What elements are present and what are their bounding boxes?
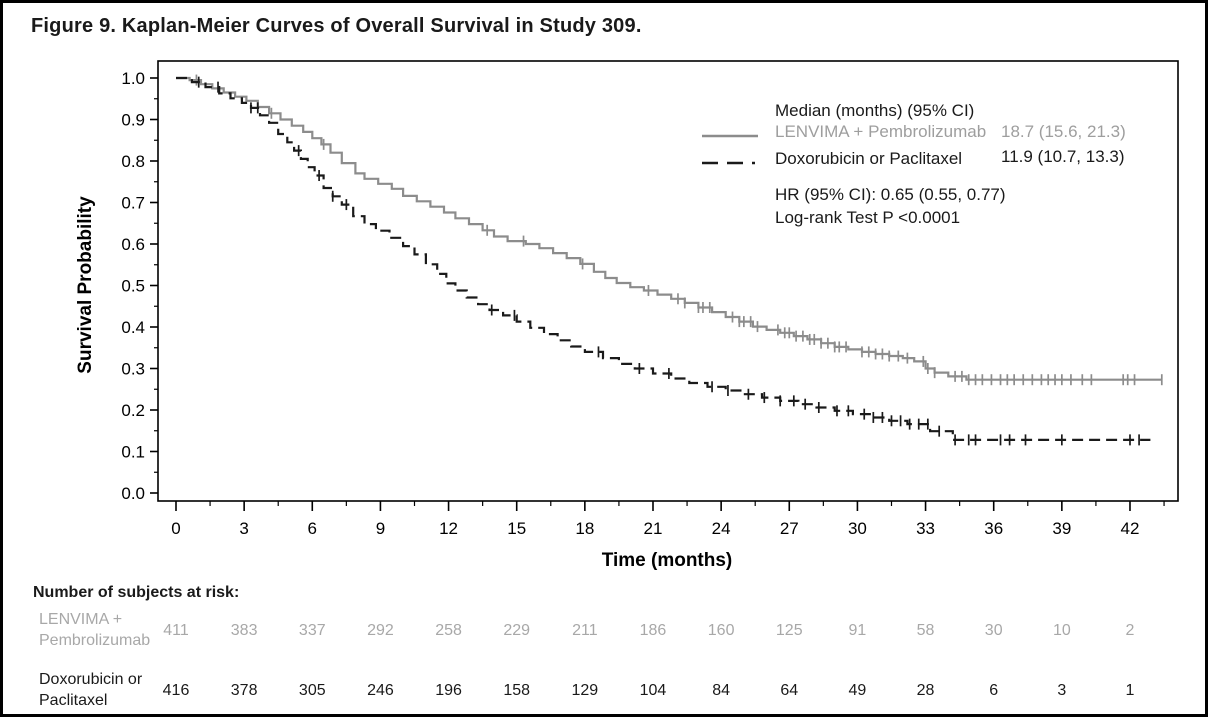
x-tick-label: 39	[1052, 519, 1071, 538]
x-tick-label: 30	[848, 519, 867, 538]
risk-value-lenvima: 125	[775, 622, 803, 639]
risk-value-lenvima: 186	[639, 622, 667, 639]
x-tick-label: 24	[712, 519, 731, 538]
risk-value-lenvima: 229	[503, 622, 531, 639]
x-tick-label: 15	[507, 519, 526, 538]
risk-value-lenvima: 258	[435, 622, 462, 639]
risk-value-comparator: 378	[230, 682, 258, 699]
risk-value-comparator: 196	[435, 682, 462, 699]
y-tick-label: 0.5	[121, 277, 145, 296]
risk-row-label-line: LENVIMA +	[39, 611, 123, 628]
risk-value-comparator: 84	[712, 682, 731, 699]
risk-value-comparator: 64	[780, 682, 799, 699]
legend-median-lenvima: 18.7 (15.6, 21.3)	[1001, 122, 1126, 141]
x-tick-label: 27	[780, 519, 799, 538]
y-tick-label: 0.8	[121, 152, 145, 171]
risk-value-comparator: 3	[1057, 682, 1067, 699]
y-tick-label: 0.2	[121, 401, 145, 420]
x-tick-label: 42	[1121, 519, 1140, 538]
x-tick-label: 0	[171, 519, 180, 538]
y-tick-label: 0.4	[121, 318, 145, 337]
logrank-statistic: Log-rank Test P <0.0001	[775, 208, 961, 227]
y-tick-label: 0.9	[121, 111, 145, 130]
risk-row-label-line: Paclitaxel	[39, 692, 108, 709]
risk-value-lenvima: 337	[298, 622, 326, 639]
risk-value-lenvima: 91	[848, 622, 867, 639]
risk-table-header: Number of subjects at risk:	[33, 584, 240, 601]
risk-value-comparator: 1	[1125, 682, 1135, 699]
risk-row-label-line: Pembrolizumab	[39, 632, 151, 649]
risk-value-comparator: 28	[916, 682, 935, 699]
y-tick-label: 1.0	[121, 69, 145, 88]
figure-title: Figure 9. Kaplan-Meier Curves of Overall…	[31, 15, 642, 37]
km-chart: 0.00.10.20.30.40.50.60.70.80.91.00 3 6 9 12 1…	[75, 60, 1179, 571]
comparator-line-swatch	[701, 154, 759, 165]
risk-row-label-comparator: Doxorubicin or Paclitaxel	[39, 669, 142, 711]
risk-value-lenvima: 2	[1125, 622, 1135, 639]
risk-value-comparator: 49	[848, 682, 867, 699]
risk-row-label-line: Doxorubicin or	[39, 671, 143, 688]
risk-value-lenvima: 211	[572, 622, 598, 639]
x-tick-label: 9	[376, 519, 385, 538]
risk-value-comparator: 158	[503, 682, 531, 699]
risk-value-lenvima: 292	[367, 622, 394, 639]
y-tick-label: 0.1	[121, 443, 145, 462]
risk-value-lenvima: 160	[707, 622, 735, 639]
x-tick-label: 3	[239, 519, 248, 538]
y-tick-label: 0.6	[121, 235, 145, 254]
legend-median-comparator: 11.9 (10.7, 13.3)	[1001, 147, 1125, 166]
x-tick-label: 21	[644, 519, 663, 538]
risk-value-comparator: 246	[367, 682, 394, 699]
x-tick-label: 18	[575, 519, 594, 538]
x-tick-label: 12	[439, 519, 458, 538]
risk-value-comparator: 104	[639, 682, 667, 699]
lenvima-line-swatch	[701, 127, 759, 138]
y-axis-title: Survival Probability	[75, 196, 96, 374]
risk-value-comparator: 129	[571, 682, 599, 699]
risk-value-lenvima: 30	[984, 622, 1003, 639]
survival-curve-lenvima-pembrolizumab	[176, 76, 1162, 381]
legend-header: Median (months) (95% CI)	[775, 101, 975, 120]
y-tick-label: 0.0	[121, 484, 145, 503]
x-tick-label: 36	[984, 519, 1003, 538]
risk-value-comparator: 6	[989, 682, 999, 699]
legend-label-comparator: Doxorubicin or Paclitaxel	[775, 149, 963, 168]
plot-frame	[157, 60, 1179, 502]
x-tick-label: 6	[308, 519, 317, 538]
x-tick-label: 33	[916, 519, 935, 538]
risk-row-label-lenvima: LENVIMA + Pembrolizumab	[39, 609, 150, 651]
risk-value-lenvima: 411	[163, 622, 189, 639]
hr-statistic: HR (95% CI): 0.65 (0.55, 0.77)	[775, 185, 1006, 204]
risk-value-lenvima: 10	[1052, 622, 1071, 639]
x-axis-title: Time (months)	[602, 550, 733, 571]
risk-value-lenvima: 383	[230, 622, 258, 639]
risk-value-comparator: 305	[298, 682, 326, 699]
risk-value-lenvima: 58	[916, 622, 935, 639]
y-tick-label: 0.3	[121, 360, 145, 379]
legend-label-lenvima: LENVIMA + Pembrolizumab	[775, 122, 987, 141]
y-tick-label: 0.7	[121, 194, 145, 213]
risk-value-comparator: 416	[162, 682, 190, 699]
